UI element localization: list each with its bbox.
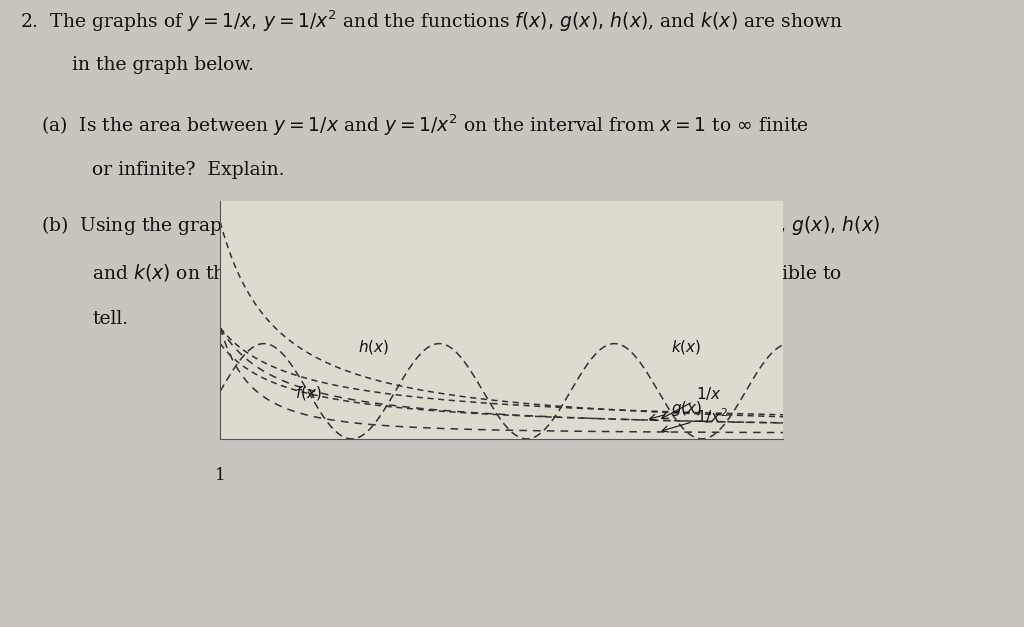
Text: (a)  Is the area between $y = 1/x$ and $y = 1/x^2$ on the interval from $x = 1$ : (a) Is the area between $y = 1/x$ and $y… [41, 113, 809, 139]
Text: $f(x)$: $f(x)$ [295, 384, 323, 403]
Text: 1: 1 [215, 468, 225, 485]
Text: or infinite?  Explain.: or infinite? Explain. [92, 161, 285, 179]
Text: 2.  The graphs of $y = 1/x,\, y = 1/x^2$ and the functions $f(x),\, g(x),\, h(x): 2. The graphs of $y = 1/x,\, y = 1/x^2$ … [20, 9, 844, 34]
Text: $k(x)$: $k(x)$ [671, 338, 701, 356]
Text: $h(x)$: $h(x)$ [357, 338, 389, 356]
Text: tell.: tell. [92, 310, 128, 329]
Text: $g(x)$: $g(x)$ [649, 399, 702, 420]
Text: $1/x^2$: $1/x^2$ [663, 406, 728, 432]
Text: in the graph below.: in the graph below. [72, 56, 254, 75]
Text: $1/x$: $1/x$ [662, 384, 722, 418]
Text: (b)  Using the graph, decide whether the integral of each of the functions $f(x): (b) Using the graph, decide whether the … [41, 214, 880, 238]
Text: and $k(x)$ on the interval from $x = 1$ to $\infty$ converges, diverges or is im: and $k(x)$ on the interval from $x = 1$ … [92, 262, 842, 285]
